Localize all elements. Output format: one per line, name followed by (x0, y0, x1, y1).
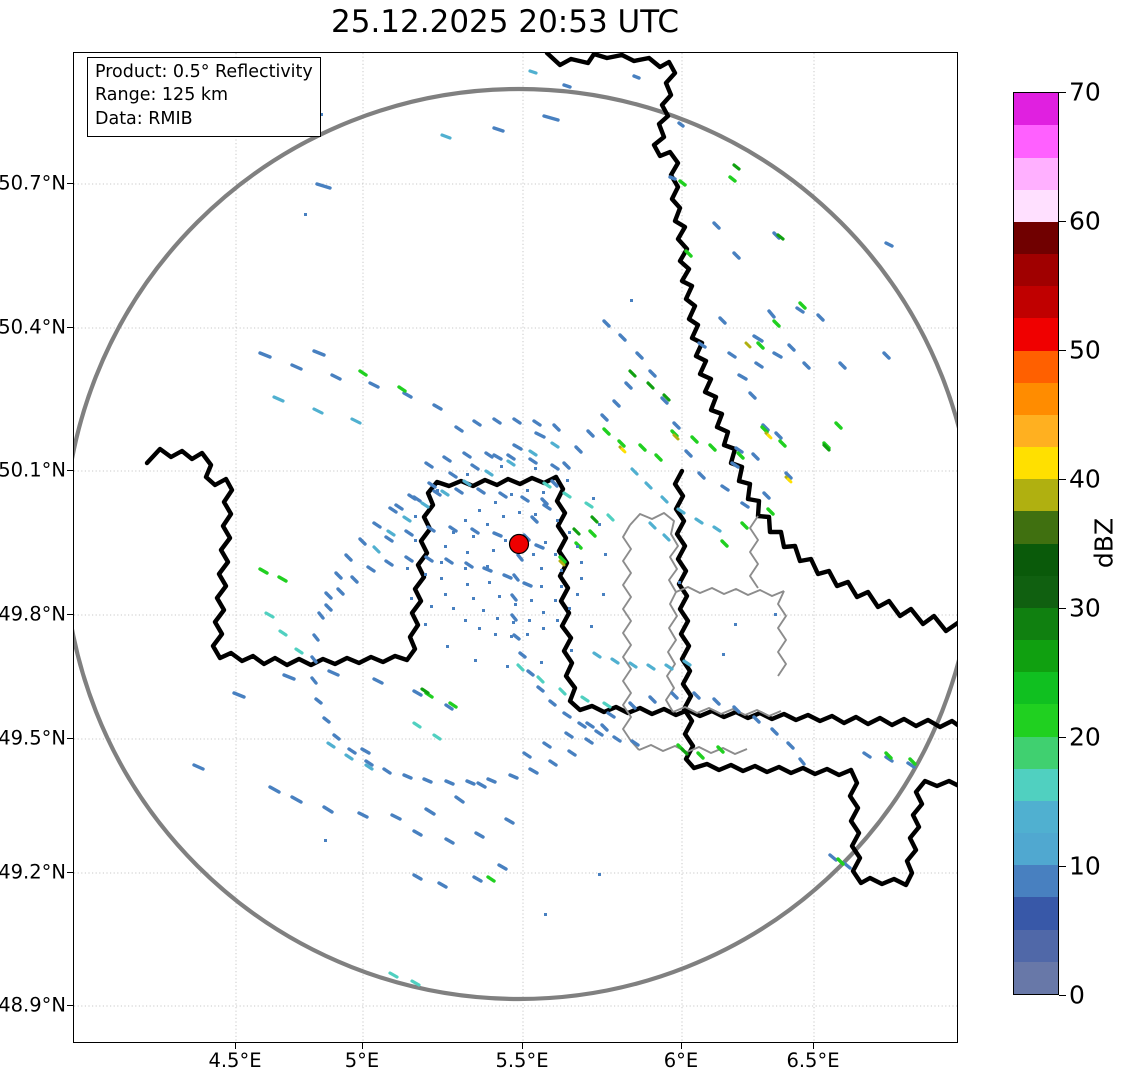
colorbar-label: 30 (1069, 593, 1101, 623)
colorbar-tick (1059, 608, 1066, 610)
colorbar-band-7 (1014, 736, 1058, 769)
x-axis-label: 6.5°E (786, 1049, 840, 1072)
colorbar-band-5 (1014, 800, 1058, 834)
colorbar-label: 70 (1069, 77, 1101, 107)
y-axis-label: 50.1°N (0, 458, 66, 482)
colorbar-band-27 (1014, 93, 1058, 126)
colorbar-band-8 (1014, 704, 1058, 737)
x-axis-label: 4.5°E (208, 1049, 262, 1072)
y-tick (67, 738, 73, 740)
colorbar-band-20 (1014, 318, 1058, 351)
y-axis-label: 50.7°N (0, 171, 66, 195)
colorbar-band-26 (1014, 125, 1058, 158)
colorbar-band-14 (1014, 511, 1058, 544)
near-range-speckle (304, 113, 777, 916)
colorbar-tick (1059, 866, 1066, 868)
y-axis-label: 49.2°N (0, 860, 66, 884)
info-range: Range: 125 km (95, 85, 229, 106)
colorbar-tick (1059, 479, 1066, 481)
colorbar-label: 50 (1069, 335, 1101, 365)
y-tick (67, 614, 73, 616)
figure-title: 25.12.2025 20:53 UTC (331, 4, 679, 40)
y-tick (67, 327, 73, 329)
colorbar-band-25 (1014, 157, 1058, 190)
colorbar-band-16 (1014, 447, 1058, 480)
x-axis-label: 5°E (344, 1049, 380, 1072)
y-axis-label: 49.8°N (0, 602, 66, 626)
colorbar-label: 20 (1069, 722, 1101, 752)
y-axis-label: 48.9°N (0, 993, 66, 1017)
x-tick (522, 1043, 524, 1049)
x-axis-label: 6°E (663, 1049, 699, 1072)
colorbar-band-11 (1014, 607, 1058, 641)
y-tick (67, 470, 73, 472)
colorbar-tick (1059, 737, 1066, 739)
colorbar-band-4 (1014, 833, 1058, 866)
colorbar-tick (1059, 221, 1066, 223)
x-axis-label: 5.5°E (495, 1049, 549, 1072)
reflectivity-echoes (192, 69, 917, 987)
colorbar-tick (1059, 995, 1066, 997)
radar-site-marker (508, 533, 530, 555)
colorbar-band-10 (1014, 640, 1058, 673)
colorbar-band-24 (1014, 189, 1058, 222)
x-tick (813, 1043, 815, 1049)
colorbar-band-13 (1014, 543, 1058, 576)
info-data-source: Data: RMIB (95, 108, 193, 129)
x-tick (681, 1043, 683, 1049)
colorbar-label: 10 (1069, 851, 1101, 881)
colorbar-band-19 (1014, 350, 1058, 383)
colorbar-label: 60 (1069, 206, 1101, 236)
y-tick (67, 183, 73, 185)
colorbar-band-3 (1014, 865, 1058, 898)
y-axis-label: 49.5°N (0, 726, 66, 750)
colorbar-band-9 (1014, 672, 1058, 705)
colorbar[interactable] (1013, 92, 1059, 995)
colorbar-tick (1059, 92, 1066, 94)
info-box: Product: 0.5° Reflectivity Range: 125 km… (87, 57, 321, 137)
colorbar-tick (1059, 350, 1066, 352)
colorbar-label: 0 (1069, 980, 1085, 1010)
info-product: Product: 0.5° Reflectivity (95, 62, 313, 82)
colorbar-band-23 (1014, 221, 1058, 255)
colorbar-band-12 (1014, 575, 1058, 608)
colorbar-label: 40 (1069, 464, 1101, 494)
x-tick (362, 1043, 364, 1049)
colorbar-band-22 (1014, 254, 1058, 287)
country-borders (144, 53, 957, 888)
x-tick (235, 1043, 237, 1049)
colorbar-band-6 (1014, 768, 1058, 801)
colorbar-band-21 (1014, 286, 1058, 319)
colorbar-band-2 (1014, 897, 1058, 930)
colorbar-band-0 (1014, 961, 1058, 994)
colorbar-title: dBZ (1089, 517, 1119, 569)
range-ring-125km (74, 87, 957, 1001)
colorbar-band-18 (1014, 382, 1058, 415)
y-tick (67, 872, 73, 874)
map-canvas (74, 53, 957, 1042)
map-plot-area[interactable] (73, 52, 958, 1043)
colorbar-band-17 (1014, 414, 1058, 448)
colorbar-band-15 (1014, 479, 1058, 512)
region-borders (622, 512, 787, 755)
y-tick (67, 1005, 73, 1007)
y-axis-label: 50.4°N (0, 315, 66, 339)
colorbar-band-1 (1014, 929, 1058, 962)
